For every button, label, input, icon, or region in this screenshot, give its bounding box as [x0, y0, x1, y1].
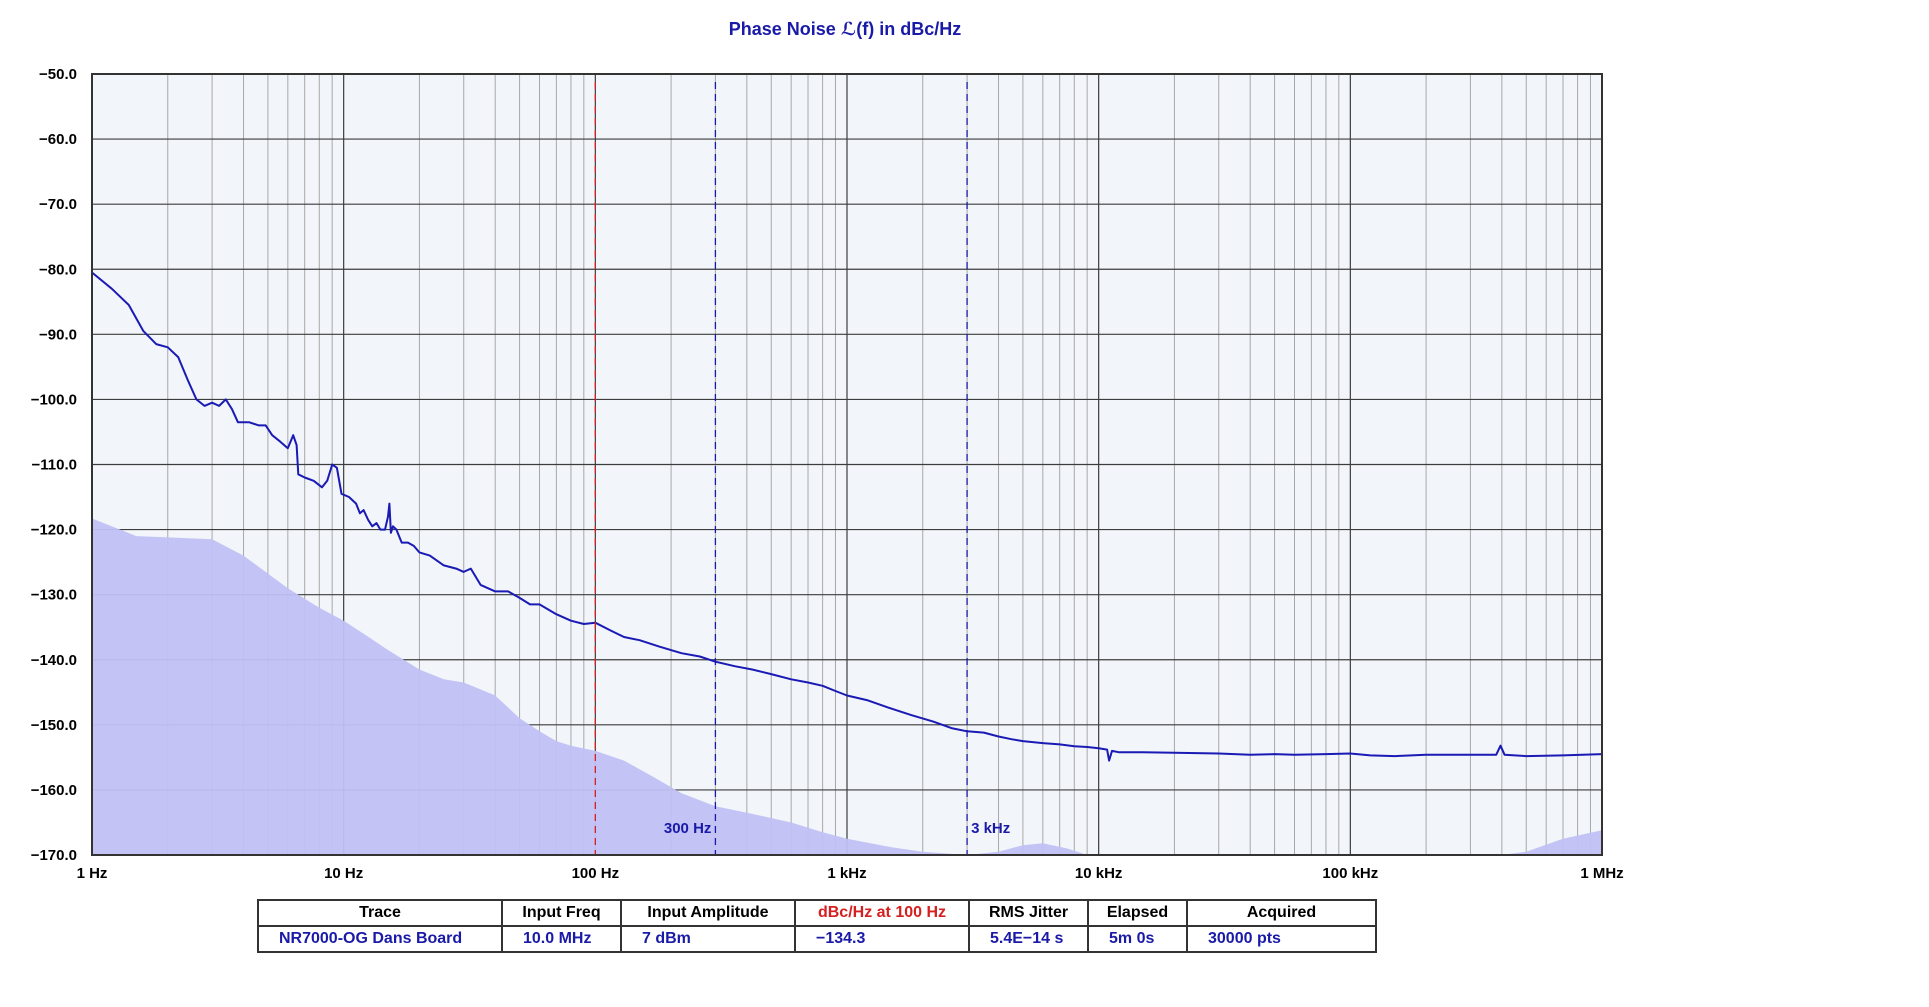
header-input-amplitude: Input Amplitude [620, 899, 796, 927]
header-input-freq: Input Freq [501, 899, 622, 927]
chart-title: Phase Noise ℒ(f) in dBc/Hz [729, 19, 961, 39]
y-tick-label: −110.0 [32, 457, 77, 474]
y-tick-label: −140.0 [31, 652, 77, 669]
marker-label: 3 kHz [971, 820, 1010, 837]
y-tick-label: −150.0 [31, 717, 77, 734]
y-tick-label: −90.0 [39, 326, 77, 343]
x-tick-label: 100 Hz [572, 865, 620, 880]
header-elapsed: Elapsed [1087, 899, 1188, 927]
y-tick-label: −70.0 [39, 196, 77, 213]
info-table: Trace Input Freq Input Amplitude dBc/Hz … [257, 899, 1377, 953]
y-tick-label: −130.0 [31, 587, 77, 604]
y-tick-label: −170.0 [31, 847, 77, 864]
info-table-row: NR7000-OG Dans Board 10.0 MHz 7 dBm −134… [257, 925, 1377, 953]
noise-floor-area [92, 518, 1602, 855]
y-tick-label: −80.0 [39, 261, 77, 278]
y-tick-label: −120.0 [31, 522, 77, 539]
header-dbc-at-100hz: dBc/Hz at 100 Hz [794, 899, 970, 927]
cell-elapsed: 5m 0s [1087, 925, 1188, 953]
y-tick-label: −60.0 [39, 131, 77, 148]
marker-label: 300 Hz [664, 820, 712, 837]
header-acquired: Acquired [1186, 899, 1377, 927]
x-tick-label: 10 Hz [324, 865, 363, 880]
header-trace: Trace [257, 899, 503, 927]
phase-noise-trace [91, 271, 1603, 762]
x-tick-label: 100 kHz [1322, 865, 1378, 880]
x-tick-label: 1 MHz [1580, 865, 1623, 880]
cell-rms-jitter: 5.4E−14 s [968, 925, 1089, 953]
x-tick-label: 10 kHz [1075, 865, 1123, 880]
series-layer [91, 271, 1603, 855]
y-tick-labels: −50.0 −60.0 −70.0 −80.0 −90.0 −100.0 −110.0 −12… [31, 66, 77, 864]
x-tick-label: 1 kHz [827, 865, 866, 880]
marker-lines: 300 Hz 3 kHz [594, 82, 1010, 855]
cell-input-amplitude: 7 dBm [620, 925, 796, 953]
x-tick-labels: 1 Hz 10 Hz 100 Hz 1 kHz 10 kHz 100 kHz 1 MHz [77, 865, 1624, 880]
y-tick-label: −50.0 [39, 66, 77, 83]
header-rms-jitter: RMS Jitter [968, 899, 1089, 927]
cell-input-freq: 10.0 MHz [501, 925, 622, 953]
info-table-header-row: Trace Input Freq Input Amplitude dBc/Hz … [257, 899, 1377, 927]
phase-noise-chart: Phase Noise ℒ(f) in dBc/Hz 300 Hz 3 kHz −… [31, 19, 1624, 880]
cell-dbc-at-100hz: −134.3 [794, 925, 970, 953]
cell-trace: NR7000-OG Dans Board [257, 925, 503, 953]
y-tick-label: −100.0 [31, 391, 77, 408]
cell-acquired: 30000 pts [1186, 925, 1377, 953]
x-tick-label: 1 Hz [77, 865, 108, 880]
plot-frame [91, 73, 1603, 856]
y-tick-label: −160.0 [31, 782, 77, 799]
